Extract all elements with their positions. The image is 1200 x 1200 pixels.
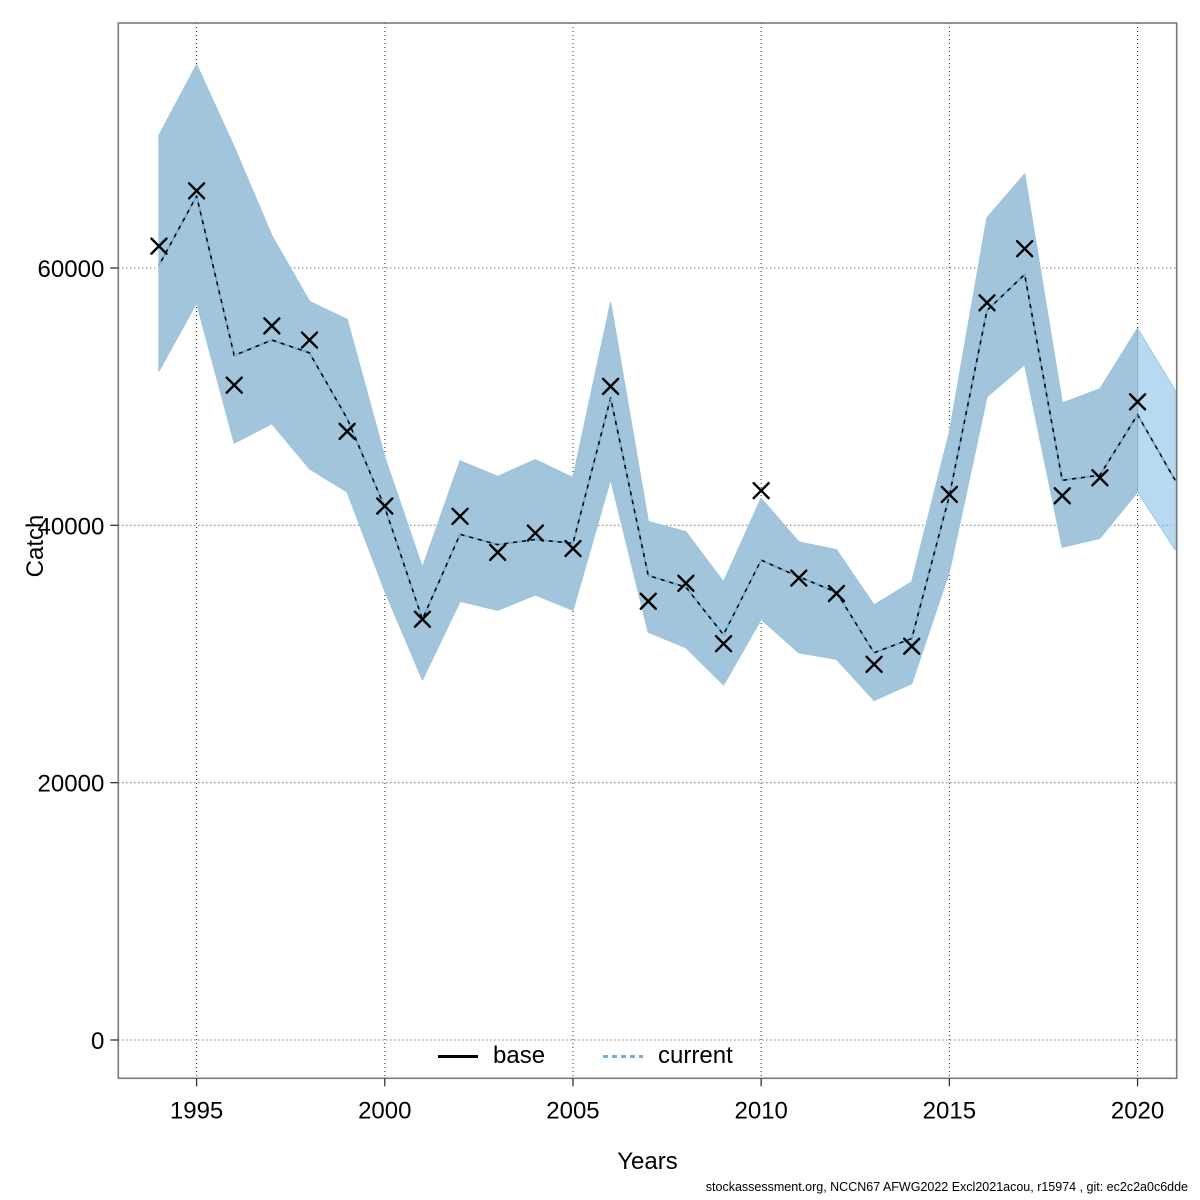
- y-tick-label-40000: 40000: [38, 513, 105, 540]
- observation-marker-2016: [978, 294, 996, 312]
- y-axis-title: Catch: [22, 514, 49, 578]
- y-tick-label-0: 0: [91, 1028, 104, 1055]
- series-line-current: [158, 194, 1177, 654]
- observation-marker-1996: [225, 376, 243, 394]
- confidence-band-current: [158, 64, 1176, 701]
- observation-marker-2011: [790, 569, 808, 587]
- observation-marker-2001: [413, 610, 432, 628]
- observation-marker-2006: [601, 377, 620, 396]
- observation-marker-2015: [940, 485, 959, 504]
- x-tick-label-2015: 2015: [923, 1097, 976, 1124]
- observation-marker-2005: [564, 539, 582, 558]
- observation-marker-2003: [488, 543, 507, 562]
- observation-marker-2008: [677, 574, 695, 592]
- y-tick-label-60000: 60000: [38, 256, 105, 283]
- x-tick-label-2000: 2000: [358, 1097, 411, 1124]
- legend-label-base: base: [493, 1042, 546, 1069]
- observation-marker-2020: [1128, 393, 1147, 411]
- x-axis-title: Years: [617, 1148, 678, 1175]
- legend-label-current: current: [658, 1042, 733, 1069]
- base-line-sample-icon: [438, 1054, 478, 1058]
- observation-marker-2014: [903, 637, 921, 655]
- x-tick-label-2010: 2010: [734, 1097, 787, 1124]
- observation-marker-2002: [451, 507, 469, 526]
- x-tick-label-2020: 2020: [1111, 1097, 1164, 1124]
- observation-marker-2018: [1053, 487, 1071, 505]
- x-tick-label-1995: 1995: [170, 1097, 223, 1124]
- x-tick-label-2005: 2005: [546, 1097, 599, 1124]
- observation-marker-2010: [752, 481, 770, 500]
- observation-marker-2019: [1091, 469, 1109, 487]
- observation-marker-2007: [639, 592, 657, 610]
- legend-item-base: base: [438, 1042, 545, 1070]
- legend: base current: [438, 1042, 733, 1070]
- plot-frame: [117, 22, 1178, 1080]
- observation-marker-1999: [338, 422, 356, 441]
- observation-marker-1997: [263, 317, 281, 335]
- observation-marker-1994: [150, 237, 168, 255]
- observation-marker-1998: [300, 331, 319, 349]
- observation-marker-2012: [827, 584, 846, 603]
- legend-item-current: current: [603, 1042, 733, 1070]
- current-line-sample-icon: [603, 1054, 644, 1058]
- observation-marker-1995: [187, 182, 206, 200]
- source-attribution: stockassessment.org, NCCN67 AFWG2022 Exc…: [705, 1180, 1188, 1194]
- observation-marker-2013: [865, 655, 883, 673]
- observation-marker-2017: [1015, 240, 1034, 258]
- observation-marker-2009: [714, 635, 733, 653]
- observation-marker-2004: [526, 524, 545, 542]
- y-tick-label-20000: 20000: [38, 771, 105, 798]
- observation-marker-2000: [376, 497, 394, 515]
